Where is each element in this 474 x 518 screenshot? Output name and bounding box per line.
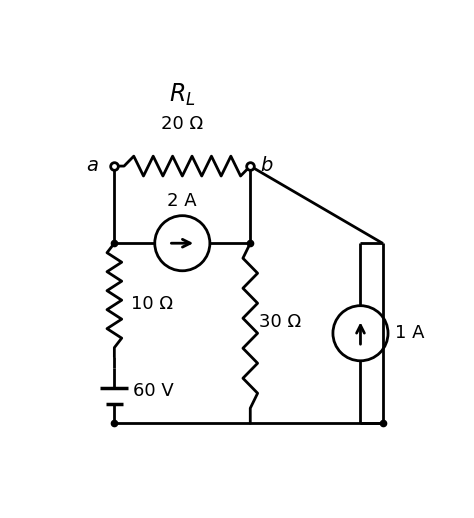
Text: 60 V: 60 V bbox=[133, 382, 173, 400]
Text: $a$: $a$ bbox=[86, 156, 99, 175]
Text: 10 Ω: 10 Ω bbox=[131, 295, 173, 313]
Text: 20 Ω: 20 Ω bbox=[161, 115, 203, 133]
Text: 1 A: 1 A bbox=[395, 324, 425, 342]
Text: $R_L$: $R_L$ bbox=[169, 81, 196, 108]
Text: $b$: $b$ bbox=[260, 156, 273, 175]
Text: 2 A: 2 A bbox=[167, 192, 197, 210]
Text: 30 Ω: 30 Ω bbox=[259, 313, 301, 331]
